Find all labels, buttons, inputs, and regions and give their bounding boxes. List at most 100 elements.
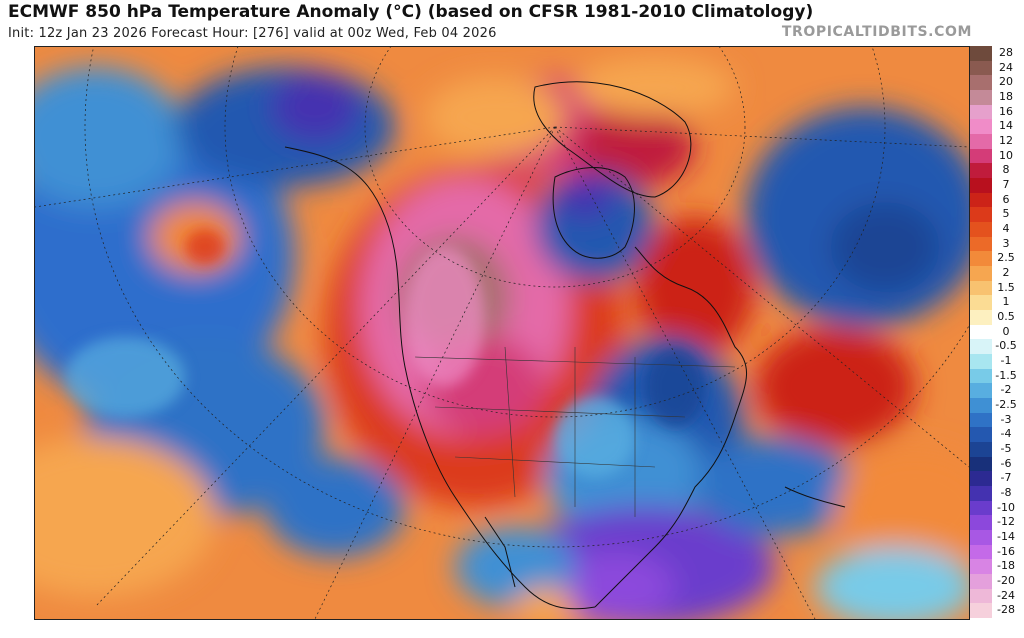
legend-item: -10 (970, 500, 1022, 516)
legend-item: -14 (970, 530, 1022, 545)
legend-item: -28 (970, 603, 1022, 618)
legend-item: 4 (970, 222, 1022, 237)
legend-swatch (970, 398, 992, 413)
legend-label: 24 (999, 60, 1013, 74)
color-scale-legend: 28 24 20 18 16 14 12 10 8 7 6 5 4 3 2.5 2 1.5 1 0.5 0 -0.5 -1… (970, 46, 1022, 618)
legend-label: -20 (997, 574, 1015, 587)
legend-label: -28 (997, 603, 1015, 617)
legend-swatch (970, 456, 992, 472)
legend-swatch (970, 574, 992, 589)
legend-item: 16 (970, 104, 1022, 120)
legend-swatch (970, 603, 992, 618)
legend-label: 20 (999, 75, 1013, 89)
legend-swatch (970, 427, 992, 442)
legend-label: -24 (997, 588, 1015, 602)
legend-swatch (970, 383, 992, 398)
legend-swatch (970, 192, 992, 208)
legend-label: 2 (1002, 266, 1010, 279)
legend-label: 6 (1002, 192, 1010, 206)
legend-item: 5 (970, 207, 1022, 222)
legend-swatch (970, 339, 992, 354)
legend-label: -2.5 (995, 398, 1017, 411)
legend-label: -6 (1000, 456, 1012, 470)
legend-item: -6 (970, 456, 1022, 472)
state-borders (414, 346, 736, 517)
legend-item: 2 (970, 266, 1022, 281)
coastlines (284, 81, 846, 610)
legend-item: -5 (970, 442, 1022, 457)
legend-swatch (970, 251, 992, 266)
legend-item: -1.5 (970, 368, 1022, 384)
legend-swatch (970, 295, 992, 310)
legend-swatch (970, 148, 992, 164)
legend-swatch (970, 46, 992, 61)
legend-label: 14 (999, 119, 1013, 133)
legend-swatch (970, 163, 992, 178)
legend-label: 12 (999, 134, 1013, 147)
legend-swatch (970, 471, 992, 486)
legend-label: 1 (1002, 295, 1010, 309)
legend-swatch (970, 222, 992, 237)
legend-swatch (970, 588, 992, 604)
legend-label: -16 (997, 544, 1015, 558)
legend-label: -5 (1000, 442, 1012, 455)
legend-swatch (970, 324, 992, 340)
legend-label: 2.5 (997, 251, 1015, 265)
legend-label: -1.5 (995, 368, 1017, 382)
legend-swatch (970, 207, 992, 222)
legend-item: 14 (970, 119, 1022, 134)
legend-item: -16 (970, 544, 1022, 560)
legend-item: 18 (970, 90, 1022, 105)
legend-item: 1 (970, 295, 1022, 310)
legend-item: 28 (970, 46, 1022, 61)
legend-item: 7 (970, 178, 1022, 193)
legend-swatch (970, 354, 992, 369)
legend-swatch (970, 236, 992, 252)
legend-label: 28 (999, 46, 1013, 59)
legend-item: 2.5 (970, 251, 1022, 266)
legend-label: -18 (997, 559, 1015, 573)
legend-swatch (970, 559, 992, 574)
legend-item: 0.5 (970, 310, 1022, 325)
legend-item: -4 (970, 427, 1022, 442)
legend-swatch (970, 119, 992, 134)
legend-label: 8 (1002, 163, 1010, 177)
legend-item: -0.5 (970, 339, 1022, 354)
legend-label: 7 (1002, 178, 1010, 191)
legend-label: -10 (997, 500, 1015, 514)
legend-swatch (970, 134, 992, 149)
legend-swatch (970, 280, 992, 296)
legend-swatch (970, 500, 992, 516)
legend-label: -3 (1000, 412, 1012, 426)
legend-swatch (970, 104, 992, 120)
legend-item: 12 (970, 134, 1022, 149)
legend-item: -2 (970, 383, 1022, 398)
legend-item: 20 (970, 75, 1022, 90)
legend-label: -4 (1000, 427, 1012, 441)
legend-item: 6 (970, 192, 1022, 208)
legend-swatch (970, 544, 992, 560)
site-watermark: TROPICALTIDBITS.COM (781, 24, 972, 40)
legend-item: -20 (970, 574, 1022, 589)
legend-swatch (970, 178, 992, 193)
legend-swatch (970, 310, 992, 325)
legend-label: -14 (997, 530, 1015, 543)
legend-label: 5 (1002, 207, 1010, 221)
legend-label: -0.5 (995, 339, 1017, 353)
legend-label: -12 (997, 515, 1015, 529)
legend-label: -7 (1000, 471, 1012, 485)
legend-item: -18 (970, 559, 1022, 574)
legend-item: 10 (970, 148, 1022, 164)
legend-item: 24 (970, 60, 1022, 76)
latitude-lines (35, 47, 969, 619)
legend-item: -8 (970, 486, 1022, 501)
legend-swatch (970, 368, 992, 384)
legend-label: 4 (1002, 222, 1010, 235)
legend-item: 0 (970, 324, 1022, 340)
legend-item: 8 (970, 163, 1022, 178)
legend-item: 1.5 (970, 280, 1022, 296)
legend-label: -1 (1000, 354, 1012, 367)
legend-item: -12 (970, 515, 1022, 530)
legend-swatch (970, 515, 992, 530)
legend-item: 3 (970, 236, 1022, 252)
